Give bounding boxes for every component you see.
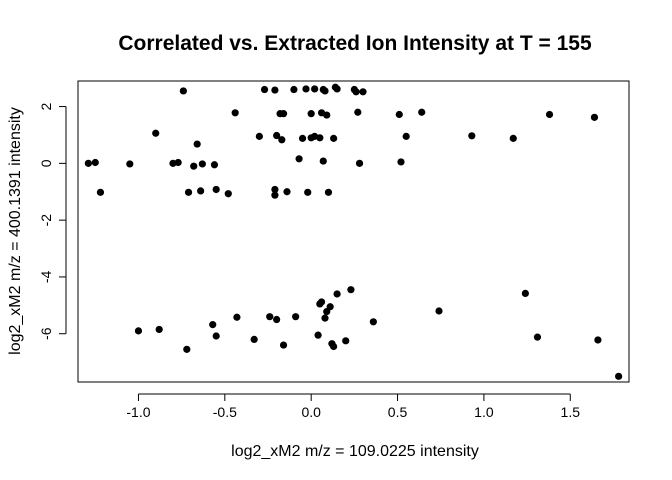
data-point [321,87,329,95]
data-point [435,307,443,315]
data-point [359,88,367,96]
data-point [283,188,291,196]
y-axis: -6 -4 -2 0 2 [38,102,67,340]
y-tick-label: 0 [38,159,54,167]
data-point [279,341,288,349]
data-point [266,313,274,321]
data-point [521,289,529,298]
x-tick-label: -1.0 [126,404,150,420]
data-point [333,290,341,298]
data-point [317,298,326,306]
data-point [395,110,403,119]
data-point [273,315,281,324]
data-point [314,331,322,339]
y-axis-label: log2_xM2 m/z = 400.1391 intensity [7,107,24,355]
data-point [342,337,350,345]
data-point [278,136,286,144]
data-point [590,113,599,121]
data-point [333,85,341,93]
data-point [96,188,105,196]
data-point [271,191,279,199]
data-point [509,134,517,142]
data-point [307,110,315,118]
data-point [193,140,201,148]
data-point [279,110,288,118]
chart-title: Correlated vs. Extracted Ion Intensity a… [118,32,592,55]
data-point [250,335,258,344]
data-point [190,162,198,170]
data-point [321,314,329,322]
data-point [174,158,182,167]
data-point [397,158,405,166]
data-point [271,86,279,94]
data-point [231,109,239,117]
data-point [533,333,542,341]
data-point [594,336,602,344]
data-point [319,157,327,165]
data-point [179,87,187,95]
data-point [255,132,263,140]
x-tick-label: -0.5 [213,404,237,420]
data-point [402,132,410,140]
data-point [615,372,623,380]
data-points [84,83,623,380]
data-point [197,187,205,195]
data-point [369,318,377,326]
data-point [311,85,319,93]
data-point [260,85,269,94]
y-tick-label: 2 [38,102,54,110]
data-point [355,159,364,167]
data-point [290,85,298,94]
plot-frame [77,80,630,383]
data-point [323,111,331,119]
data-point [302,85,310,93]
data-point [209,321,217,329]
data-point [184,188,193,196]
data-point [326,303,334,311]
data-point [84,159,92,167]
data-point [298,134,307,142]
data-point [352,88,360,96]
x-tick-label: 0.5 [388,404,408,420]
data-point [273,131,281,140]
data-point [134,327,143,335]
data-point [354,108,362,116]
data-point [224,190,232,198]
data-point [304,188,312,196]
data-point [295,155,303,163]
data-point [212,185,220,194]
x-tick-label: 1.0 [474,404,494,420]
data-point [183,345,191,353]
data-point [198,160,206,168]
y-tick-label: -6 [38,327,54,340]
x-axis-label: log2_xM2 m/z = 109.0225 intensity [231,443,479,460]
data-point [347,286,355,294]
data-point [292,313,300,321]
x-axis: -1.0 -0.5 0.0 0.5 1.0 1.5 [126,393,581,420]
data-point [330,134,338,142]
y-tick-label: -4 [38,270,54,283]
data-point [126,160,134,168]
data-point [155,325,163,334]
data-point [91,158,99,167]
data-point [152,129,160,137]
data-point [233,313,241,321]
data-point [271,185,279,194]
data-point [468,132,476,140]
y-tick-label: -2 [38,214,54,227]
data-point [418,108,426,116]
x-tick-label: 1.5 [561,404,581,420]
data-point [324,188,333,196]
data-point [330,342,338,351]
data-point [545,110,554,119]
data-point [212,332,220,340]
x-tick-label: 0.0 [301,404,321,420]
data-point [316,134,324,142]
data-point [210,161,219,169]
